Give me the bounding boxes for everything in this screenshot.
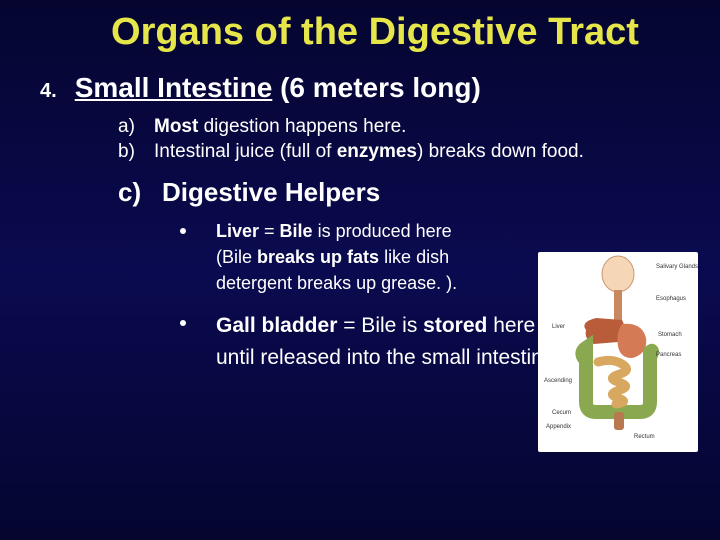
sub-list: a) Most digestion happens here. b) Intes… bbox=[118, 114, 690, 165]
sub-label-a: a) bbox=[118, 114, 154, 140]
sub-item-b: b) Intestinal juice (full of enzymes) br… bbox=[118, 139, 690, 165]
svg-text:Pancreas: Pancreas bbox=[656, 352, 681, 358]
svg-text:Salivary Glands: Salivary Glands bbox=[656, 264, 698, 270]
svg-text:Rectum: Rectum bbox=[634, 434, 655, 440]
sub-text-a: Most digestion happens here. bbox=[154, 114, 406, 140]
svg-text:Appendix: Appendix bbox=[546, 424, 571, 430]
main-rest: (6 meters long) bbox=[272, 72, 480, 103]
digestive-diagram-svg: Salivary Glands Esophagus Liver Stomach … bbox=[538, 252, 698, 452]
bullet-dot-icon bbox=[180, 228, 186, 234]
main-number: 4. bbox=[40, 80, 57, 103]
sub-label-b: b) bbox=[118, 139, 154, 165]
sub-text-b: Intestinal juice (full of enzymes) break… bbox=[154, 139, 584, 165]
main-heading: Small Intestine (6 meters long) bbox=[75, 72, 481, 104]
slide-title: Organs of the Digestive Tract bbox=[60, 12, 690, 54]
bullet-dot-icon bbox=[180, 320, 186, 326]
bullet-gall-text: Gall bladder = Bile is stored here until… bbox=[216, 310, 576, 373]
main-list-item: 4. Small Intestine (6 meters long) bbox=[40, 72, 690, 104]
sub-item-c: c) Digestive Helpers bbox=[118, 177, 690, 208]
bullet-liver-text: Liver = Bile is produced here (Bile brea… bbox=[216, 218, 476, 296]
sub-label-c: c) bbox=[118, 177, 162, 208]
svg-text:Liver: Liver bbox=[552, 324, 565, 330]
sub-text-c: Digestive Helpers bbox=[162, 177, 380, 208]
svg-text:Esophagus: Esophagus bbox=[656, 296, 686, 302]
digestive-system-diagram: Salivary Glands Esophagus Liver Stomach … bbox=[538, 252, 698, 452]
svg-text:Cecum: Cecum bbox=[552, 410, 571, 416]
svg-text:Ascending: Ascending bbox=[544, 378, 572, 384]
main-underlined: Small Intestine bbox=[75, 72, 273, 103]
sub-item-a: a) Most digestion happens here. bbox=[118, 114, 690, 140]
svg-text:Stomach: Stomach bbox=[658, 332, 682, 338]
